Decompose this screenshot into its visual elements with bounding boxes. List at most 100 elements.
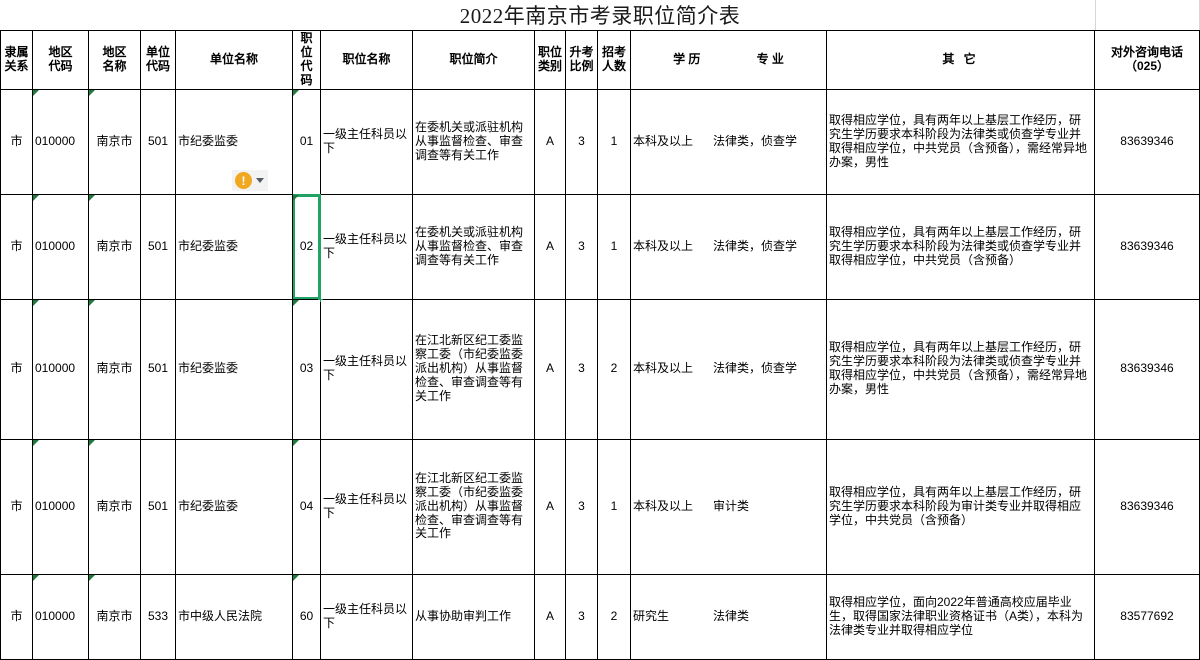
cell-region-code[interactable]: 010000 — [32, 573, 89, 660]
cell-post-code[interactable]: 60 — [292, 573, 321, 660]
col-header-affiliation[interactable]: 隶属 关系 — [0, 30, 33, 90]
cell-post-code[interactable]: 03 — [292, 298, 321, 440]
cell-post-type[interactable]: A — [534, 193, 566, 300]
cell-region-name[interactable]: 南京市 — [88, 193, 141, 300]
cell-post-name[interactable]: 一级主任科员以下 — [320, 438, 413, 575]
cell-region-code-text: 010000 — [35, 361, 76, 376]
col-header-region-name[interactable]: 地区 名称 — [88, 30, 141, 90]
cell-post-type[interactable]: A — [534, 298, 566, 440]
cell-exam-ratio[interactable]: 3 — [565, 573, 598, 660]
cell-affiliation[interactable]: 市 — [0, 438, 33, 575]
cell-post-brief[interactable]: 在江北新区纪工委监察工委（市纪委监委派出机构）从事监督检查、审查调查等有关工作 — [412, 438, 535, 575]
cell-post-code[interactable]: 01 — [292, 88, 321, 195]
cell-post-name[interactable]: 一级主任科员以下 — [320, 298, 413, 440]
col-header-unit-code-l1: 单位 — [145, 44, 170, 59]
cell-post-type[interactable]: A — [534, 438, 566, 575]
cell-region-code[interactable]: 010000 — [32, 88, 89, 195]
col-header-phone-l1: 对外咨询电话 — [1110, 44, 1183, 59]
cell-education-major[interactable]: 本科及以上 法律类，侦查学 — [630, 298, 827, 440]
cell-headcount-text: 1 — [610, 238, 618, 253]
col-header-region-name-l1: 地区 — [102, 44, 127, 59]
cell-region-code[interactable]: 010000 — [32, 298, 89, 440]
cell-phone[interactable]: 83639346 — [1094, 298, 1200, 440]
cell-unit-name[interactable]: 市纪委监委 — [175, 193, 293, 300]
cell-phone[interactable]: 83639346 — [1094, 193, 1200, 300]
cell-headcount[interactable]: 2 — [597, 298, 631, 440]
col-header-post-code[interactable]: 职位 代码 — [292, 30, 321, 90]
cell-unit-code[interactable]: 501 — [140, 438, 176, 575]
cell-headcount-text: 2 — [610, 361, 618, 376]
col-header-post-brief[interactable]: 职位简介 — [412, 30, 535, 90]
cell-region-code[interactable]: 010000 — [32, 438, 89, 575]
cell-unit-code[interactable]: 501 — [140, 298, 176, 440]
col-header-headcount[interactable]: 招考 人数 — [597, 30, 631, 90]
cell-region-code-text: 010000 — [35, 238, 76, 253]
cell-other[interactable]: 取得相应学位，具有两年以上基层工作经历，研究生学历要求本科阶段为法律类或侦查学专… — [826, 88, 1095, 195]
error-indicator-icon — [293, 299, 299, 306]
cell-unit-name[interactable]: 市纪委监委 — [175, 438, 293, 575]
cell-other[interactable]: 取得相应学位，具有两年以上基层工作经历，研究生学历要求本科阶段为法律类或侦查学专… — [826, 298, 1095, 440]
cell-post-type[interactable]: A — [534, 88, 566, 195]
cell-exam-ratio[interactable]: 3 — [565, 298, 598, 440]
cell-headcount[interactable]: 2 — [597, 573, 631, 660]
cell-post-brief[interactable]: 在委机关或派驻机构从事监督检查、审查调查等有关工作 — [412, 88, 535, 195]
chevron-down-icon[interactable] — [256, 178, 264, 183]
col-header-unit-name[interactable]: 单位名称 — [175, 30, 293, 90]
col-header-exam-ratio[interactable]: 升考 比例 — [565, 30, 598, 90]
cell-phone[interactable]: 83639346 — [1094, 88, 1200, 195]
cell-post-name[interactable]: 一级主任科员以下 — [320, 193, 413, 300]
cell-phone[interactable]: 83639346 — [1094, 438, 1200, 575]
col-header-unit-code[interactable]: 单位 代码 — [140, 30, 176, 90]
cell-post-type[interactable]: A — [534, 573, 566, 660]
cell-unit-name[interactable]: 市中级人民法院 — [175, 573, 293, 660]
cell-headcount[interactable]: 1 — [597, 88, 631, 195]
col-header-region-code[interactable]: 地区 代码 — [32, 30, 89, 90]
warning-exclamation-icon[interactable]: ! — [235, 172, 252, 189]
cell-phone[interactable]: 83577692 — [1094, 573, 1200, 660]
cell-education-major[interactable]: 本科及以上 法律类，侦查学 — [630, 193, 827, 300]
cell-unit-code[interactable]: 501 — [140, 193, 176, 300]
cell-headcount[interactable]: 1 — [597, 438, 631, 575]
error-checking-popup[interactable]: ! — [232, 170, 268, 191]
col-header-phone[interactable]: 对外咨询电话 （025） — [1094, 30, 1200, 90]
cell-unit-code[interactable]: 533 — [140, 573, 176, 660]
col-header-unit-code-l2: 代码 — [145, 58, 170, 73]
col-header-other[interactable]: 其 它 — [826, 30, 1095, 90]
cell-education-major[interactable]: 研究生 法律类 — [630, 573, 827, 660]
cell-affiliation[interactable]: 市 — [0, 298, 33, 440]
cell-education-major[interactable]: 本科及以上 审计类 — [630, 438, 827, 575]
cell-post-name[interactable]: 一级主任科员以下 — [320, 88, 413, 195]
col-header-post-name[interactable]: 职位名称 — [320, 30, 413, 90]
cell-region-name-text: 南京市 — [96, 133, 133, 148]
cell-region-name[interactable]: 南京市 — [88, 573, 141, 660]
cell-unit-code[interactable]: 501 — [140, 88, 176, 195]
cell-region-code[interactable]: 010000 — [32, 193, 89, 300]
cell-region-name[interactable]: 南京市 — [88, 88, 141, 195]
cell-post-name[interactable]: 一级主任科员以下 — [320, 573, 413, 660]
cell-affiliation[interactable]: 市 — [0, 88, 33, 195]
cell-post-brief[interactable]: 从事协助审判工作 — [412, 573, 535, 660]
cell-unit-name[interactable]: 市纪委监委 — [175, 298, 293, 440]
col-header-post-type[interactable]: 职位 类别 — [534, 30, 566, 90]
cell-region-name[interactable]: 南京市 — [88, 438, 141, 575]
cell-post-brief[interactable]: 在江北新区纪工委监察工委（市纪委监委派出机构）从事监督检查、审查调查等有关工作 — [412, 298, 535, 440]
cell-exam-ratio[interactable]: 3 — [565, 88, 598, 195]
cell-major: 法律类，侦查学 — [713, 238, 798, 253]
cell-post-code[interactable]: 04 — [292, 438, 321, 575]
cell-exam-ratio[interactable]: 3 — [565, 193, 598, 300]
cell-other[interactable]: 取得相应学位，具有两年以上基层工作经历，研究生学历要求本科阶段为法律类或侦查学专… — [826, 193, 1095, 300]
cell-post-code[interactable]: 02 — [292, 193, 324, 303]
cell-exam-ratio[interactable]: 3 — [565, 438, 598, 575]
cell-region-name-text: 南京市 — [96, 608, 133, 623]
cell-affiliation[interactable]: 市 — [0, 193, 33, 300]
col-header-post-type-l1: 职位 — [537, 44, 562, 59]
cell-education-major[interactable]: 本科及以上 法律类，侦查学 — [630, 88, 827, 195]
cell-region-name[interactable]: 南京市 — [88, 298, 141, 440]
cell-other[interactable]: 取得相应学位，面向2022年普通高校应届毕业生，取得国家法律职业资格证书（A类）… — [826, 573, 1095, 660]
col-header-education-major[interactable]: 学 历 专 业 — [630, 30, 827, 90]
cell-post-brief[interactable]: 在委机关或派驻机构从事监督检查、审查调查等有关工作 — [412, 193, 535, 300]
table-row: 市 010000 南京市 501 市纪委监委 02 一级主任科员以下 在委机关或派驻机构从事监… — [0, 193, 1200, 303]
cell-affiliation[interactable]: 市 — [0, 573, 33, 660]
cell-other[interactable]: 取得相应学位，具有两年以上基层工作经历，研究生学历要求本科阶段为审计类专业并取得… — [826, 438, 1095, 575]
cell-headcount[interactable]: 1 — [597, 193, 631, 300]
